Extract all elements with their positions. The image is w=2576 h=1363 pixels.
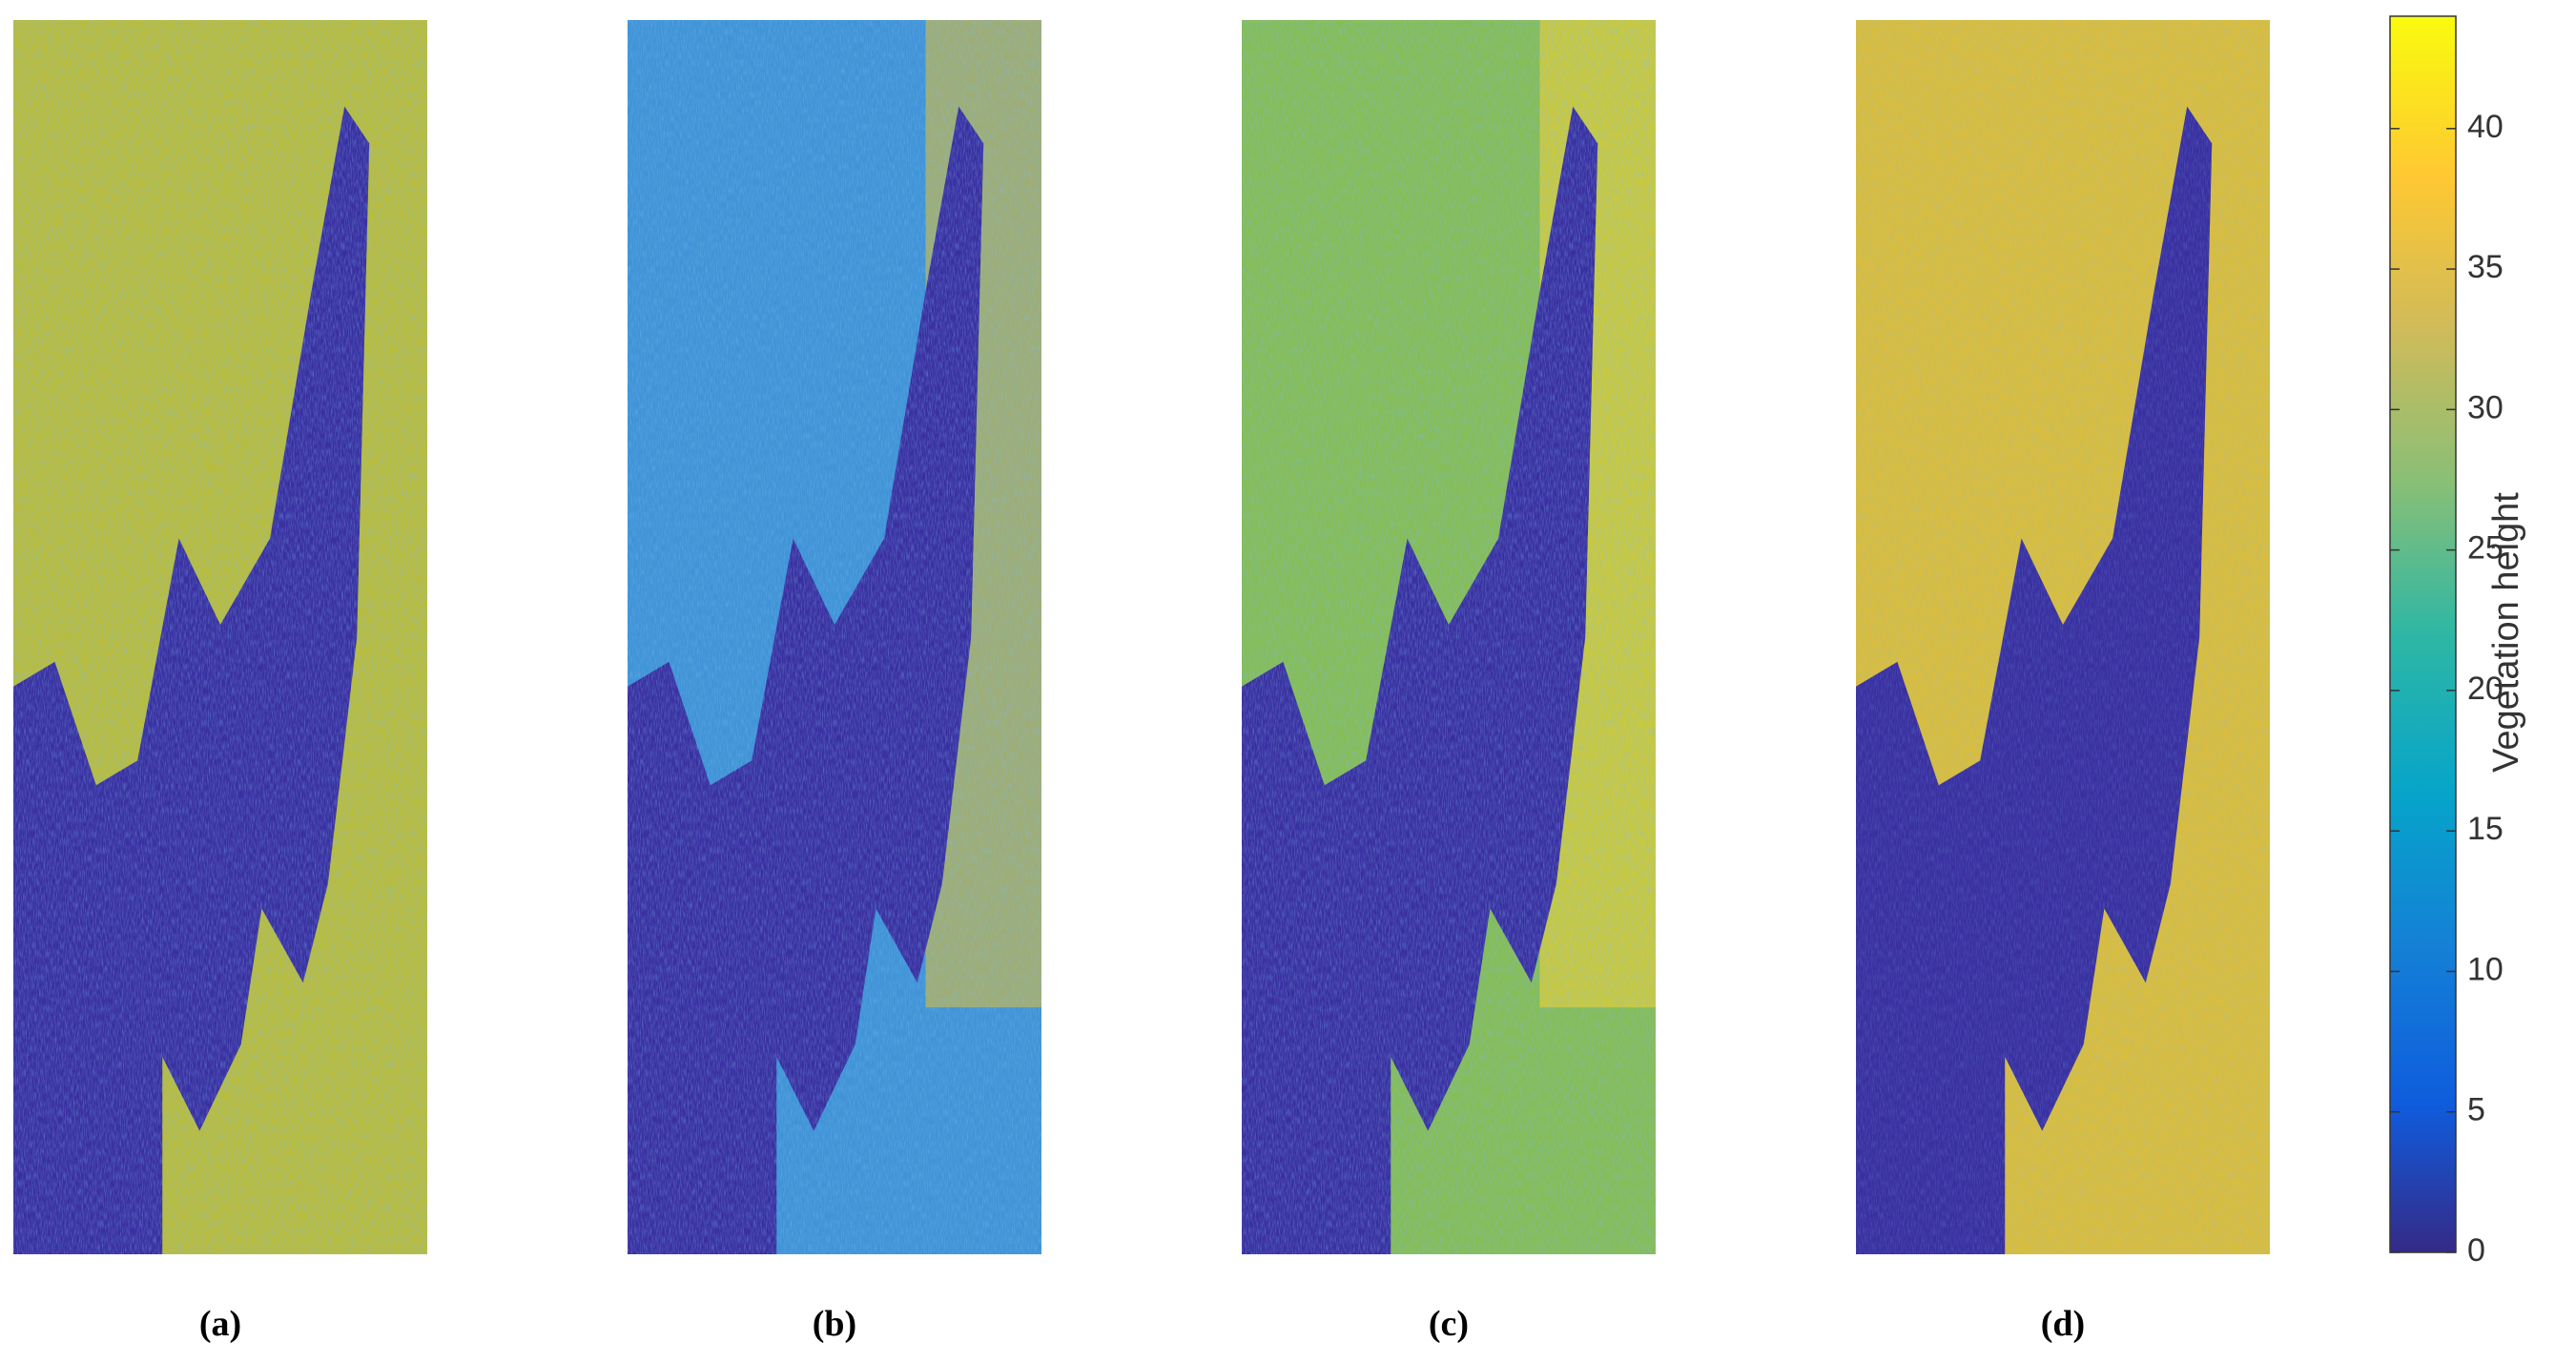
tick-label: 30 bbox=[2467, 389, 2504, 425]
image-panel bbox=[1856, 20, 2270, 1255]
panels bbox=[13, 20, 2270, 1255]
tick-label: 25 bbox=[2467, 530, 2504, 567]
panel-label: (a) bbox=[199, 1304, 241, 1344]
panel-label: (c) bbox=[1429, 1304, 1469, 1344]
texture bbox=[13, 20, 427, 1254]
tick-label: 0 bbox=[2467, 1232, 2485, 1269]
tick-label: 20 bbox=[2467, 671, 2504, 707]
colorbar-label: Vegetation height bbox=[2486, 492, 2526, 773]
texture bbox=[628, 20, 1041, 1254]
tick-label: 40 bbox=[2467, 109, 2504, 145]
image-panel bbox=[1242, 20, 1656, 1255]
image-panel bbox=[628, 20, 1041, 1255]
panel-label: (d) bbox=[2041, 1304, 2085, 1344]
tick-label: 10 bbox=[2467, 951, 2504, 987]
tick-label: 35 bbox=[2467, 249, 2504, 285]
texture bbox=[1856, 20, 2270, 1254]
colorbar bbox=[2389, 15, 2457, 1253]
texture bbox=[1242, 20, 1656, 1254]
image-panel bbox=[13, 20, 427, 1255]
tick-label: 5 bbox=[2467, 1092, 2485, 1128]
panel-label: (b) bbox=[813, 1304, 856, 1344]
tick-label: 15 bbox=[2467, 811, 2504, 847]
